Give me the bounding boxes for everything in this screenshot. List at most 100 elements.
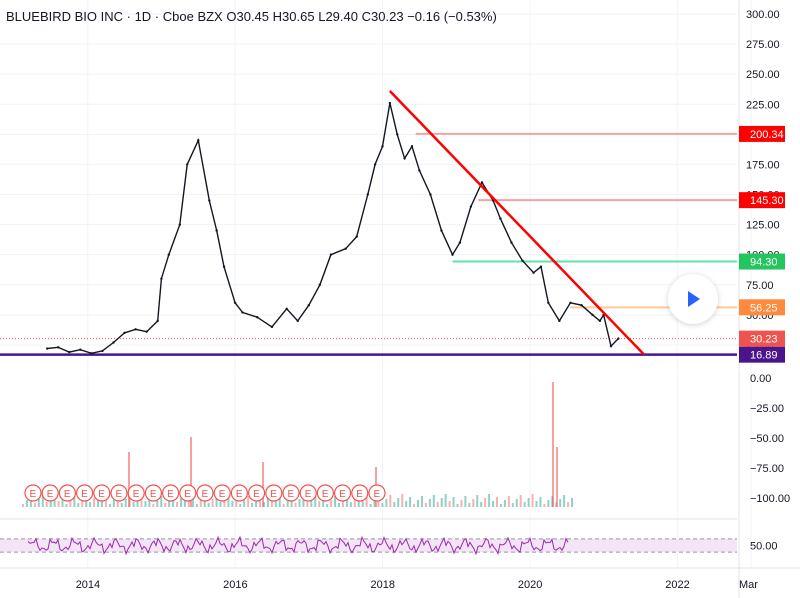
volume-bar [266, 498, 269, 507]
chart-header: BLUEBIRD BIO INC · 1D · Cboe BZX O30.45 … [6, 9, 497, 24]
volume-bar [563, 495, 566, 507]
level-price-label: 94.30 [750, 257, 778, 269]
play-button[interactable] [668, 274, 718, 324]
x-tick-label: 2014 [76, 579, 100, 591]
price-tick-label: 275.00 [746, 39, 780, 51]
volume-bar [484, 498, 487, 507]
level-price-tag [739, 346, 785, 363]
volume-bar [511, 503, 514, 507]
earnings-marker [93, 484, 111, 502]
price-point [79, 348, 82, 351]
price-point [256, 316, 259, 319]
volume-bar [156, 500, 159, 507]
earnings-marker-label: E [270, 489, 277, 500]
volume-bar [472, 499, 475, 507]
earnings-marker-label: E [288, 489, 295, 500]
price-point [469, 205, 473, 208]
volume-bar [104, 497, 107, 507]
price-point [134, 328, 137, 331]
volume-bar [401, 494, 404, 507]
volume-bar [231, 501, 234, 507]
price-point [458, 241, 462, 244]
price-point [403, 157, 406, 160]
earnings-marker [316, 484, 334, 502]
volume-bar [140, 494, 143, 507]
volume-bar [29, 496, 32, 507]
level-price-label: 200.34 [750, 129, 784, 141]
price-point [318, 283, 322, 286]
volume-bar [69, 500, 72, 507]
price-point [558, 319, 561, 323]
earnings-marker-label: E [322, 489, 329, 500]
volume-bar [345, 495, 348, 507]
volume-bar [180, 498, 182, 507]
volume-tick-label: 0.00 [750, 373, 771, 385]
volume-bar [235, 497, 238, 507]
earnings-marker [179, 484, 197, 502]
close-value: 30.23 [371, 9, 404, 24]
volume-bar [239, 504, 242, 507]
low-label: L [318, 9, 326, 24]
price-point [344, 247, 347, 250]
volume-bar [503, 500, 506, 507]
price-point [366, 193, 369, 196]
earnings-marker-label: E [133, 489, 140, 500]
price-point [285, 307, 288, 311]
earnings-marker-label: E [202, 489, 209, 500]
volume-bar [223, 498, 226, 507]
volume-bar [259, 495, 261, 507]
volume-bar [176, 502, 179, 507]
volume-bar [132, 502, 135, 507]
volume-bar [108, 504, 111, 507]
volume-bar [334, 496, 337, 507]
volume-bar [499, 504, 502, 507]
volume-bar [41, 495, 44, 507]
volume-bar [25, 500, 28, 507]
price-point [429, 193, 432, 196]
earnings-marker-label: E [339, 489, 346, 500]
price-point [185, 163, 189, 166]
earnings-marker-label: E [150, 489, 157, 500]
price-point [123, 331, 126, 335]
volume-bar [168, 499, 171, 507]
earnings-marker-label: E [356, 489, 363, 500]
level-price-label: 145.30 [750, 195, 784, 207]
volume-bar [326, 504, 329, 507]
price-point [145, 330, 148, 333]
volume-bar [417, 500, 419, 507]
volume-bar [464, 496, 467, 507]
earnings-marker [196, 484, 214, 502]
volume-bar [531, 494, 534, 507]
volume-bar [535, 501, 538, 507]
volume-bar [492, 501, 495, 507]
volume-bar [251, 503, 254, 507]
x-tick-label: 2018 [371, 579, 395, 591]
volume-bar [215, 495, 218, 507]
price-point [609, 344, 613, 348]
price-point [222, 265, 226, 268]
rsi-line [27, 535, 569, 556]
earnings-marker-label: E [98, 489, 105, 500]
price-tick-label: 125.00 [746, 220, 780, 232]
earnings-marker-label: E [116, 489, 123, 500]
symbol-title: BLUEBIRD BIO INC · 1D · Cboe BZX [6, 9, 223, 24]
volume-bar [539, 497, 542, 507]
earnings-marker-label: E [305, 489, 312, 500]
earnings-marker-label: E [374, 489, 381, 500]
volume-bar [227, 494, 230, 507]
volume-bar [385, 499, 388, 507]
volume-bar [45, 502, 48, 507]
volume-bar [112, 500, 115, 507]
earnings-marker-label: E [184, 489, 191, 500]
volume-bar [515, 499, 518, 507]
volume-bar [128, 452, 130, 507]
volume-bar [428, 499, 431, 507]
volume-bar [53, 494, 56, 507]
price-point [381, 145, 384, 148]
volume-bar [306, 502, 309, 507]
level-price-tag [739, 299, 785, 316]
volume-bar [571, 498, 574, 507]
volume-bar [338, 503, 340, 507]
